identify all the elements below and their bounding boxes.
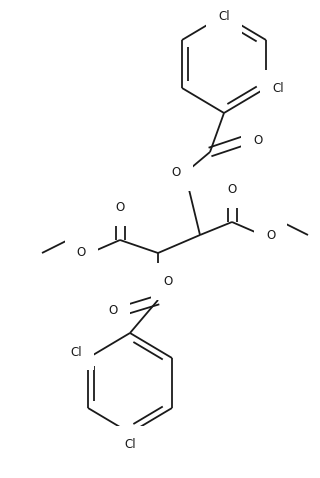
Text: O: O <box>109 304 118 316</box>
Text: O: O <box>253 133 262 146</box>
Text: Cl: Cl <box>70 346 82 358</box>
Text: O: O <box>172 166 181 180</box>
Text: Cl: Cl <box>124 438 136 451</box>
Text: O: O <box>163 275 172 288</box>
Text: O: O <box>77 247 86 260</box>
Text: Cl: Cl <box>272 82 284 95</box>
Text: O: O <box>228 183 236 196</box>
Text: O: O <box>266 228 275 241</box>
Text: O: O <box>116 201 124 214</box>
Text: Cl: Cl <box>218 10 230 23</box>
